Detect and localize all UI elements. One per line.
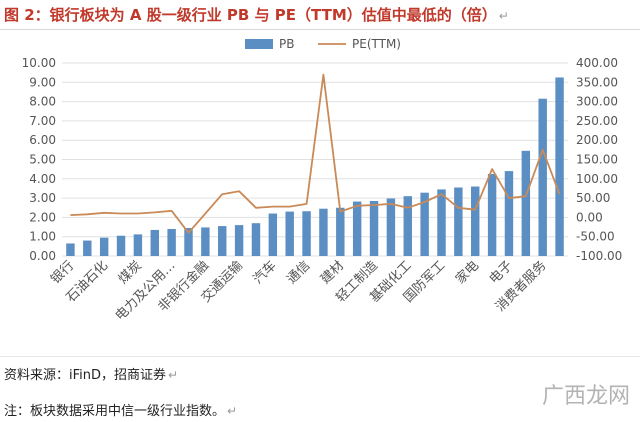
- y-right-tick-label: 150.00: [576, 153, 618, 167]
- y-left-tick-label: 5.00: [29, 153, 56, 167]
- pb-bar: [285, 211, 294, 256]
- title-bar: 图 2：银行板块为 A 股一级行业 PB 与 PE（TTM）估值中最低的（倍） ↵: [0, 0, 640, 30]
- pb-bar: [521, 150, 531, 256]
- pb-bar: [201, 227, 210, 256]
- pb-bar: [268, 213, 278, 256]
- pb-bar: [66, 243, 75, 256]
- pb-bar: [504, 171, 514, 256]
- return-mark-icon: ↵: [498, 9, 509, 23]
- combo-chart: 0.00 1.00 2.00 3.00 4.00 5.00 6.00 7.00 8.00 9.00…: [22, 37, 623, 324]
- pb-bar: [234, 225, 244, 256]
- pb-bar: [437, 189, 446, 256]
- pb-bar: [336, 207, 345, 256]
- y-right-tick-label: 200.00: [576, 133, 618, 147]
- y-left-tick-label: 1.00: [29, 230, 56, 244]
- x-category-label: 电子: [487, 258, 516, 287]
- pb-bar: [454, 187, 463, 256]
- pb-bar: [403, 196, 412, 256]
- return-mark-icon: ↵: [168, 368, 179, 382]
- y-left-tick-label: 6.00: [29, 133, 56, 147]
- y-right-tick-label: 0.00: [576, 210, 603, 224]
- pb-bar: [471, 186, 480, 256]
- y-left-tick-label: 4.00: [29, 172, 56, 186]
- y-right-tick-label: 400.00: [576, 56, 618, 70]
- y-right-tick-label: 100.00: [576, 172, 618, 186]
- x-category-label: 家电: [452, 258, 482, 288]
- source-text: 资料来源：iFinD，招商证券: [4, 368, 167, 383]
- x-category-label: 煤炭: [116, 258, 145, 287]
- y-right-tick-label: 250.00: [576, 114, 618, 128]
- x-category-label: 通信: [284, 258, 313, 287]
- y-right-tick-label: 300.00: [576, 95, 618, 109]
- y-left-tick-label: 3.00: [29, 191, 56, 205]
- pb-bar: [420, 192, 429, 256]
- pb-bar: [116, 235, 126, 256]
- pb-bar: [369, 200, 379, 256]
- chart-title-text: 图 2：银行板块为 A 股一级行业 PB 与 PE（TTM）估值中最低的（倍）: [4, 6, 497, 24]
- y-left-tick-label: 8.00: [29, 95, 56, 109]
- pb-bar: [99, 237, 109, 256]
- watermark-logo: 广西龙网: [541, 384, 630, 409]
- note-text: 注：板块数据采用中信一级行业指数。: [4, 404, 226, 419]
- pb-bar: [150, 229, 159, 256]
- y-right-tick-label: -100.00: [576, 249, 622, 263]
- pb-bar: [538, 98, 547, 256]
- chart-title: 图 2：银行板块为 A 股一级行业 PB 与 PE（TTM）估值中最低的（倍） ↵: [4, 4, 509, 25]
- pb-bar: [251, 223, 261, 256]
- pe-line: [70, 73, 561, 234]
- return-mark-icon: ↵: [227, 404, 238, 418]
- pb-bar: [319, 208, 328, 256]
- pb-bar: [352, 201, 362, 256]
- source-note: 资料来源：iFinD，招商证券 ↵: [4, 364, 178, 383]
- pb-bar: [133, 234, 143, 256]
- x-category-label: 建材: [318, 258, 347, 287]
- pb-bar: [386, 198, 396, 256]
- y-right-tick-label: 50.00: [576, 191, 610, 205]
- y-left-tick-label: 0.00: [29, 249, 56, 263]
- y-right-tick-label: 350.00: [576, 75, 618, 89]
- footnote: 注：板块数据采用中信一级行业指数。 ↵: [4, 400, 237, 419]
- pb-bar: [184, 228, 193, 256]
- legend-pe-label: PE(TTM): [352, 37, 401, 51]
- y-left-tick-label: 9.00: [29, 75, 56, 89]
- pb-bar: [83, 240, 92, 256]
- y-left-tick-label: 7.00: [29, 114, 56, 128]
- pb-bar: [302, 211, 311, 256]
- pb-bar: [555, 77, 564, 256]
- x-category-label: 汽车: [250, 258, 280, 288]
- legend-pb-label: PB: [279, 37, 294, 51]
- chart-area: 0.00 1.00 2.00 3.00 4.00 5.00 6.00 7.00 8.00 9.00…: [0, 31, 640, 356]
- y-left-tick-label: 10.00: [22, 56, 56, 70]
- pb-bar: [167, 228, 176, 256]
- pb-bar: [487, 173, 497, 256]
- y-left-tick-label: 2.00: [29, 210, 56, 224]
- pb-bar: [218, 226, 227, 256]
- divider: [0, 356, 640, 357]
- y-right-tick-label: -50.00: [576, 230, 615, 244]
- legend-pb-swatch: [245, 39, 273, 49]
